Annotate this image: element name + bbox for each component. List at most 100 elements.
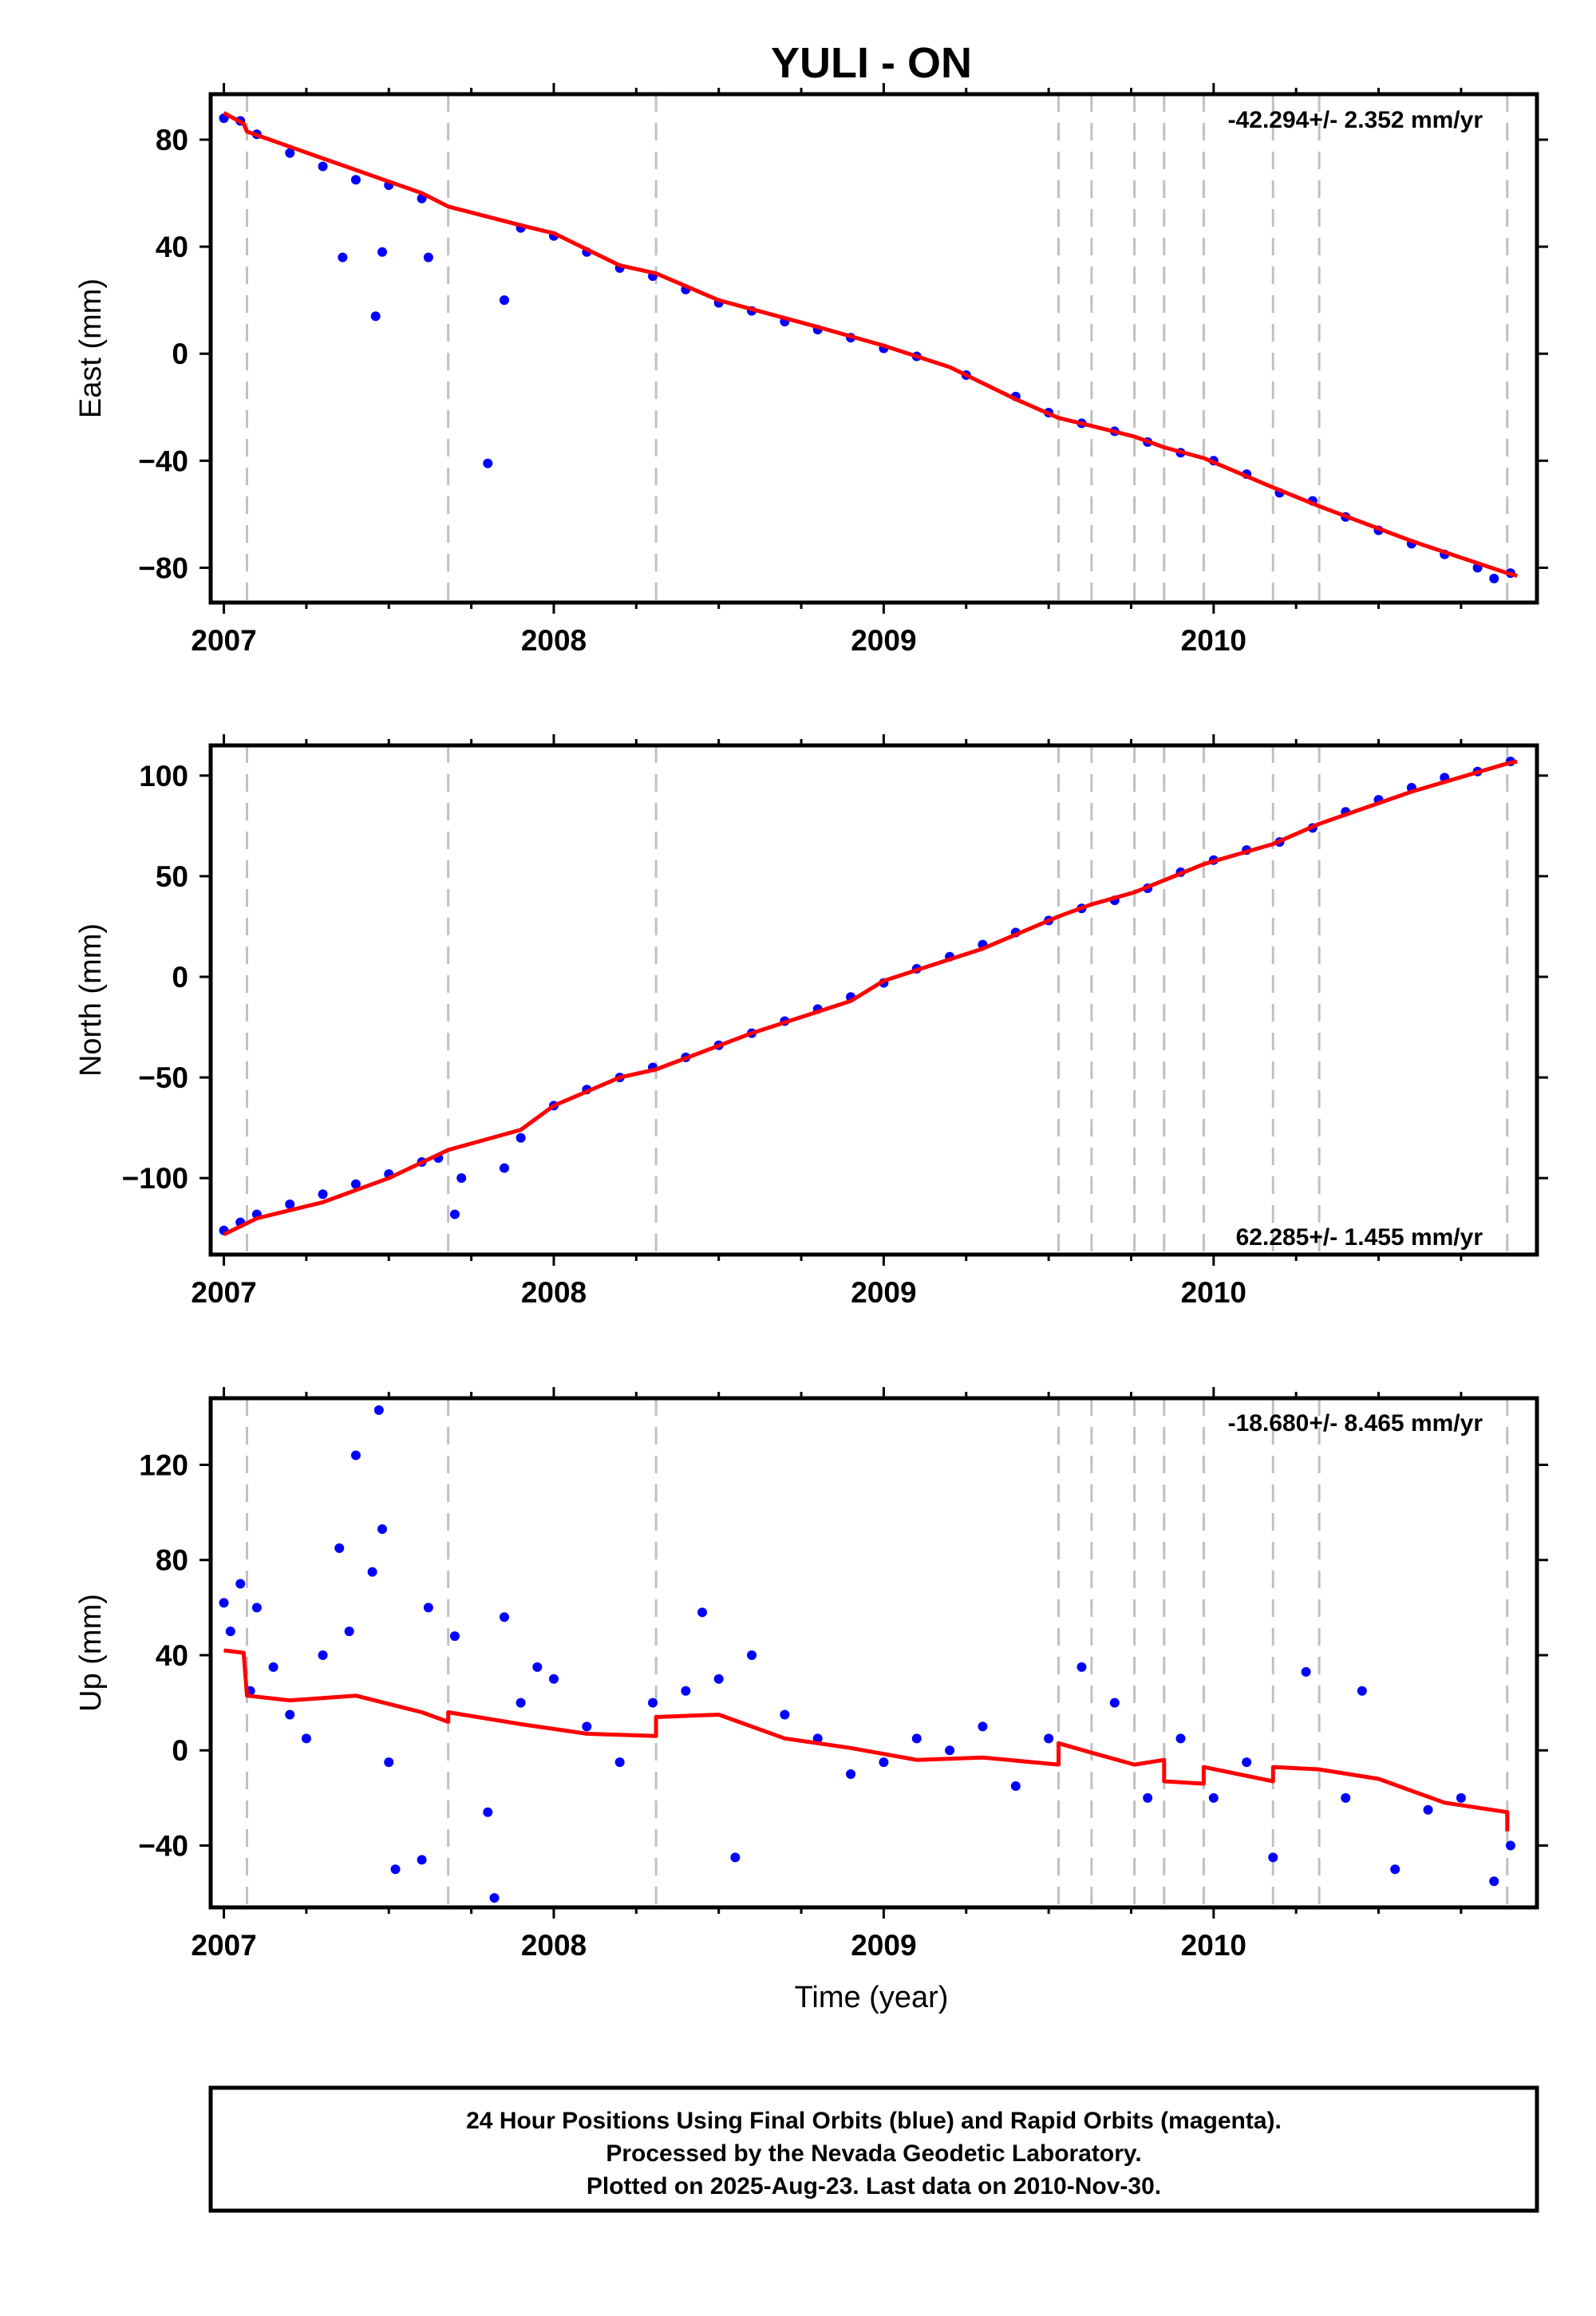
up-data-point-17 (417, 1855, 427, 1865)
up-data-point-16 (390, 1864, 401, 1875)
up-data-point-18 (423, 1603, 433, 1613)
up-data-point-56 (1489, 1876, 1499, 1887)
up-data-point-29 (681, 1686, 691, 1696)
up-data-point-41 (1010, 1780, 1021, 1791)
east-data-point-11 (423, 252, 433, 263)
east-y-tick-label: 0 (172, 338, 188, 370)
east-data-point-4 (318, 161, 328, 172)
north-panel-frame (208, 743, 1539, 1257)
up-data-point-40 (978, 1721, 988, 1732)
up-data-point-49 (1268, 1852, 1278, 1863)
up-data-point-11 (350, 1450, 361, 1460)
north-y-tick-label: −100 (122, 1162, 188, 1195)
footer-border (208, 2085, 1539, 2213)
east-x-tick-label-2010: 2010 (1181, 624, 1246, 657)
east-data-point-10 (377, 247, 387, 257)
east-x-tick-label-2007: 2007 (191, 624, 256, 657)
north-x-tick-label-2008: 2008 (521, 1276, 587, 1309)
up-rate-label: -18.680+/- 8.465 mm/yr (1228, 1410, 1483, 1437)
up-data-point-15 (384, 1757, 394, 1768)
east-y-tick-label: 80 (156, 124, 188, 156)
up-data-point-39 (945, 1745, 955, 1756)
east-data-point-13 (499, 295, 509, 306)
north-panel: 2007 2008 2009 2010 100 50 0 −50 −100 North (mm) 6… (74, 734, 1548, 1309)
up-data-point-51 (1341, 1792, 1351, 1803)
up-data-point-38 (911, 1733, 922, 1744)
up-panel: 2007 2008 2009 2010 120 80 40 0 −40 Up (mm) -18.68… (74, 1387, 1548, 1962)
up-data-point-9 (334, 1543, 345, 1553)
up-data-point-34 (780, 1709, 790, 1720)
up-y-axis-label: Up (mm) (74, 1594, 108, 1712)
up-data-point-5 (268, 1662, 279, 1672)
up-data-point-47 (1208, 1792, 1219, 1803)
up-data-point-7 (301, 1733, 311, 1744)
up-data-point-36 (846, 1769, 856, 1780)
up-data-point-13 (373, 1405, 384, 1415)
up-model-line (223, 1648, 1510, 1832)
up-data-point-22 (499, 1612, 509, 1622)
up-data-point-23 (516, 1697, 526, 1708)
footer-line-1: 24 Hour Positions Using Final Orbits (bl… (466, 2108, 1282, 2134)
north-data-point-4 (318, 1189, 328, 1199)
north-y-tick-label: 0 (172, 961, 188, 994)
north-rate-label: 62.285+/- 1.455 mm/yr (1236, 1224, 1483, 1251)
footer-box: 24 Hour Positions Using Final Orbits (bl… (208, 2085, 1539, 2213)
up-data-point-46 (1175, 1733, 1186, 1744)
up-data-point-2 (235, 1579, 246, 1589)
up-data-point-26 (582, 1721, 592, 1732)
east-panel-frame (208, 92, 1539, 605)
north-x-tick-label-2007: 2007 (191, 1276, 256, 1309)
east-y-tick-label: −80 (138, 551, 188, 584)
north-data-point-3 (285, 1199, 295, 1209)
up-data-point-27 (614, 1757, 625, 1768)
up-data-point-44 (1109, 1697, 1120, 1708)
east-data-point-8 (338, 252, 348, 263)
up-data-point-1 (225, 1626, 235, 1637)
up-data-point-28 (648, 1697, 658, 1708)
east-rate-label: -42.294+/- 2.352 mm/yr (1228, 107, 1483, 133)
east-x-tick-label-2009: 2009 (851, 624, 916, 657)
up-data-point-53 (1390, 1864, 1400, 1875)
up-y-tick-label: 120 (139, 1448, 188, 1481)
up-data-point-45 (1143, 1792, 1153, 1803)
up-data-point-31 (713, 1674, 724, 1684)
up-data-point-10 (344, 1626, 354, 1637)
north-x-tick-label-2010: 2010 (1181, 1276, 1246, 1309)
east-data-point-9 (370, 311, 381, 322)
up-panel-frame (208, 1396, 1539, 1910)
north-y-tick-label: 50 (156, 860, 188, 893)
east-model-line (223, 111, 1518, 578)
north-data-point-9 (449, 1209, 460, 1219)
up-data-point-8 (318, 1650, 328, 1660)
up-y-tick-label: 0 (172, 1734, 188, 1767)
footer-line-2: Processed by the Nevada Geodetic Laborat… (606, 2140, 1141, 2167)
up-data-point-50 (1301, 1666, 1311, 1677)
north-y-axis-label: North (mm) (74, 923, 108, 1077)
up-data-point-48 (1242, 1757, 1252, 1768)
east-y-tick-label: −40 (138, 445, 188, 477)
footer-line-3: Plotted on 2025-Aug-23. Last data on 201… (587, 2173, 1161, 2199)
up-data-point-0 (219, 1598, 229, 1608)
up-x-tick-label-2010: 2010 (1181, 1929, 1246, 1962)
up-data-point-33 (747, 1650, 757, 1660)
north-data-point-10 (456, 1173, 467, 1184)
north-data-point-12 (516, 1132, 526, 1143)
up-data-point-4 (251, 1603, 262, 1613)
north-data-point-5 (350, 1179, 361, 1189)
north-y-tick-label: −50 (138, 1061, 188, 1094)
up-data-point-43 (1077, 1662, 1087, 1672)
up-data-point-57 (1505, 1840, 1515, 1851)
east-data-point-5 (350, 175, 361, 185)
up-data-point-37 (879, 1757, 889, 1768)
east-data-point-43 (1489, 573, 1499, 583)
up-data-point-42 (1044, 1733, 1054, 1744)
up-x-tick-label-2008: 2008 (521, 1929, 587, 1962)
up-x-tick-label-2009: 2009 (851, 1929, 916, 1962)
up-data-point-30 (697, 1607, 708, 1618)
up-data-point-32 (730, 1852, 741, 1863)
north-model-line (223, 759, 1518, 1237)
up-data-point-54 (1423, 1804, 1433, 1815)
up-data-point-6 (285, 1709, 295, 1720)
